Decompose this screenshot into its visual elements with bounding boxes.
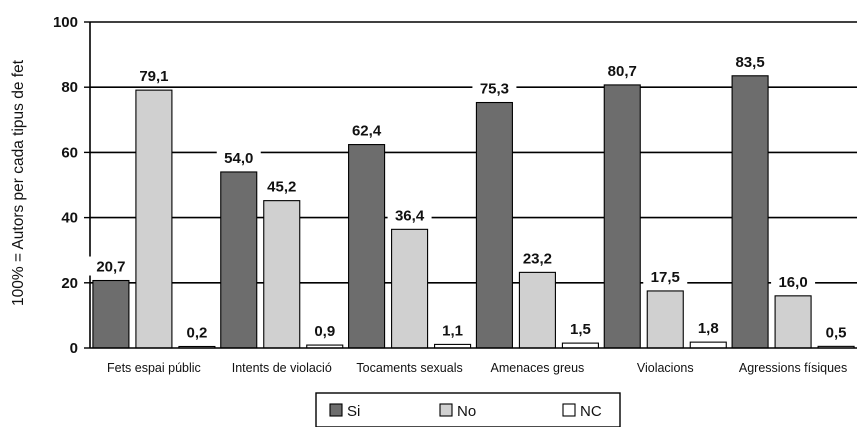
data-label: 0,5: [826, 324, 847, 341]
data-label-background: [131, 66, 176, 86]
legend-label-si: Si: [347, 403, 360, 420]
bar-nc: [689, 341, 727, 349]
legend: Si No NC: [315, 392, 621, 427]
data-label-background: [728, 51, 773, 71]
bar-si: [220, 171, 258, 349]
data-label-background: [515, 248, 560, 268]
data-label: 54,0: [224, 150, 253, 167]
data-label-background: [430, 320, 475, 340]
data-label-background: [686, 318, 731, 338]
bar-no: [263, 200, 301, 349]
y-tick-label: 80: [61, 79, 78, 96]
data-label-background: [472, 78, 517, 98]
data-label-background: [216, 147, 261, 167]
data-label: 0,9: [314, 323, 335, 340]
data-label: 45,2: [267, 179, 296, 196]
data-label-background: [643, 266, 688, 286]
bar-si: [475, 101, 513, 349]
bar-no: [518, 271, 556, 349]
category-label: Intents de violació: [232, 361, 332, 375]
legend-swatch-no: [439, 403, 453, 417]
category-labels: Fets espai públic Intents de violació Toca…: [107, 361, 847, 375]
bar-no: [646, 290, 684, 349]
bar-si: [348, 144, 386, 349]
category-label: Tocaments sexuals: [356, 361, 462, 375]
data-label: 20,7: [96, 259, 125, 276]
data-label: 36,4: [395, 207, 425, 224]
category-label: Agressions físiques: [739, 361, 847, 375]
data-label-background: [88, 256, 133, 276]
y-tick-label: 0: [70, 340, 78, 357]
data-label-background: [814, 322, 859, 342]
bar-no: [774, 295, 812, 349]
data-label: 83,5: [735, 54, 764, 71]
data-label: 80,7: [608, 63, 637, 80]
y-tick-label: 40: [61, 210, 78, 227]
data-label-background: [259, 176, 304, 196]
bar-no: [391, 228, 429, 349]
data-label: 0,2: [186, 325, 207, 342]
y-tick-label: 60: [61, 144, 78, 161]
bar-si: [731, 75, 769, 349]
data-label-background: [558, 319, 603, 339]
legend-label-nc: NC: [580, 403, 602, 420]
bar-si: [92, 279, 130, 349]
data-label: 75,3: [480, 81, 509, 98]
y-tick-label: 20: [61, 275, 78, 292]
category-label: Fets espai públic: [107, 361, 201, 375]
data-label: 62,4: [352, 123, 382, 140]
bar-si: [603, 84, 641, 349]
data-label: 1,1: [442, 322, 463, 339]
data-label-background: [174, 322, 219, 342]
legend-swatch-nc: [562, 403, 576, 417]
data-label: 79,1: [139, 68, 168, 85]
legend-swatch-si: [329, 403, 343, 417]
data-label: 1,5: [570, 321, 591, 338]
category-label: Violacions: [637, 361, 694, 375]
category-label: Amenaces greus: [491, 361, 585, 375]
data-labels: 20,7 79,1 0,2 54,0 45,2 0,9 62,4 36,4 1,1 75,3 23,…: [88, 51, 859, 342]
data-label: 23,2: [523, 250, 552, 267]
data-label-background: [344, 120, 389, 140]
data-label-background: [387, 205, 432, 225]
data-label-background: [600, 60, 645, 80]
data-label: 17,5: [651, 269, 680, 286]
y-axis-title: 100% = Autors per cada tipus de fet: [10, 59, 27, 306]
data-label-background: [771, 271, 816, 291]
legend-label-no: No: [457, 403, 476, 420]
axes: [84, 21, 857, 349]
data-label-background: [302, 321, 347, 341]
bars: [92, 75, 855, 349]
y-tick-labels: 0 20 40 60 80 100: [53, 14, 78, 357]
data-label: 16,0: [778, 274, 807, 291]
bar-no: [135, 89, 173, 349]
y-tick-label: 100: [53, 14, 78, 31]
data-label: 1,8: [698, 320, 719, 337]
